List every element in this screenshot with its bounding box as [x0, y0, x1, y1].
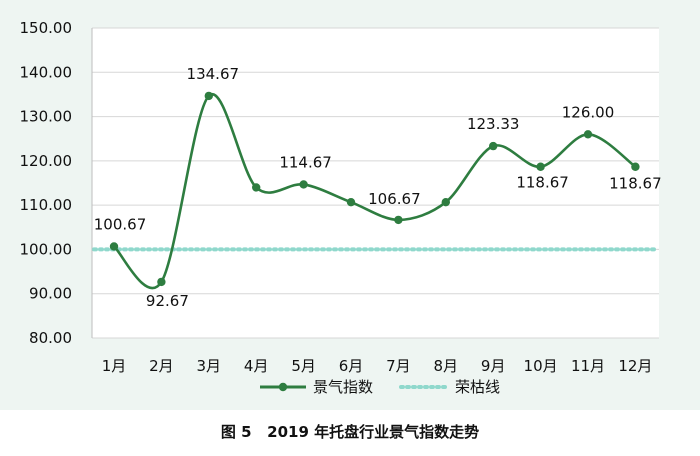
data-labels: 100.67 92.67 134.67 114.67 106.67 123.33 118.6… — [94, 65, 662, 310]
index-marker — [583, 130, 593, 139]
index-series: 100.67 92.67 134.67 114.67 106.67 123.33 118.6… — [94, 65, 662, 310]
index-marker — [536, 162, 545, 171]
y-tick-label: 90.00 — [29, 285, 72, 303]
x-tick-label: 9月 — [481, 357, 506, 375]
x-tick-label: 10月 — [524, 357, 558, 375]
data-label: 134.67 — [187, 65, 240, 83]
y-tick-label: 80.00 — [29, 329, 72, 347]
index-marker — [346, 197, 356, 207]
data-label: 118.67 — [609, 175, 662, 193]
x-tick-label: 3月 — [197, 357, 222, 375]
index-marker — [109, 242, 119, 251]
index-marker — [489, 141, 498, 151]
y-tick-label: 150.00 — [20, 19, 73, 37]
index-marker — [631, 162, 640, 171]
chart-svg: 80.00 90.00 100.00 110.00 120.00 130.00 140.00… — [0, 0, 700, 410]
index-markers — [109, 91, 640, 287]
x-axis: 1月 2月 3月 4月 5月 6月 7月 8月 9月 10月 11月 12月 — [102, 357, 653, 375]
legend-index-label: 景气指数 — [313, 378, 373, 396]
y-tick-label: 130.00 — [20, 108, 73, 126]
legend: 景气指数 荣枯线 — [260, 378, 500, 396]
x-tick-label: 11月 — [571, 357, 605, 375]
x-tick-label: 7月 — [386, 357, 411, 375]
data-label: 114.67 — [279, 153, 332, 171]
x-tick-label: 5月 — [291, 357, 316, 375]
index-marker — [299, 180, 308, 189]
y-tick-label: 120.00 — [20, 152, 73, 170]
index-marker — [157, 277, 166, 287]
data-label: 92.67 — [146, 292, 189, 310]
y-axis: 80.00 90.00 100.00 110.00 120.00 130.00 140.00… — [20, 19, 93, 347]
data-label: 100.67 — [94, 215, 147, 233]
y-tick-label: 140.00 — [20, 63, 73, 81]
data-label: 123.33 — [467, 115, 520, 133]
x-tick-label: 6月 — [339, 357, 364, 375]
data-label: 106.67 — [368, 190, 421, 208]
x-tick-label: 8月 — [434, 357, 459, 375]
index-marker — [441, 197, 450, 207]
data-label: 118.67 — [516, 174, 569, 192]
figure-caption: 图 5 2019 年托盘行业景气指数走势 — [220, 423, 480, 441]
x-tick-label: 4月 — [244, 357, 269, 375]
x-tick-label: 1月 — [102, 357, 127, 375]
x-tick-label: 2月 — [149, 357, 174, 375]
x-tick-label: 12月 — [618, 357, 652, 375]
legend-prosperity-label: 荣枯线 — [455, 378, 500, 396]
index-marker — [252, 183, 261, 192]
index-marker — [394, 215, 403, 225]
legend-index-marker — [278, 382, 288, 392]
y-tick-label: 100.00 — [20, 240, 73, 258]
data-label: 126.00 — [562, 103, 615, 121]
index-marker — [204, 91, 213, 101]
y-tick-label: 110.00 — [20, 196, 73, 214]
